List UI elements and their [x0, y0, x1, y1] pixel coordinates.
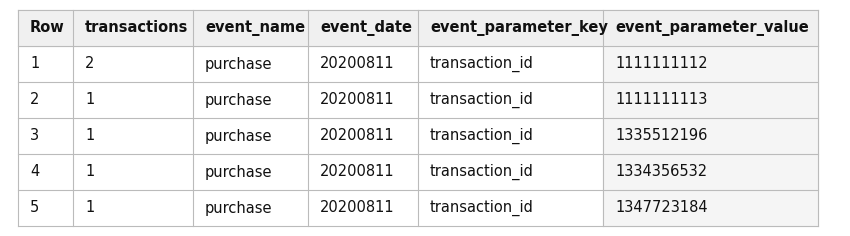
Text: purchase: purchase — [205, 56, 273, 72]
Text: event_parameter_value: event_parameter_value — [615, 20, 808, 36]
Text: transaction_id: transaction_id — [430, 128, 534, 144]
Text: transaction_id: transaction_id — [430, 56, 534, 72]
Text: event_date: event_date — [320, 20, 412, 36]
Text: transaction_id: transaction_id — [430, 164, 534, 180]
Text: transactions: transactions — [85, 21, 189, 35]
Text: 1: 1 — [85, 128, 94, 143]
Text: transaction_id: transaction_id — [430, 200, 534, 216]
Text: purchase: purchase — [205, 164, 273, 180]
Text: 20200811: 20200811 — [320, 128, 394, 143]
Text: Row: Row — [30, 21, 65, 35]
Text: 1334356532: 1334356532 — [615, 164, 707, 180]
Text: event_name: event_name — [205, 20, 305, 36]
Text: 20200811: 20200811 — [320, 201, 394, 215]
Text: event_parameter_key: event_parameter_key — [430, 20, 608, 36]
Text: 1335512196: 1335512196 — [615, 128, 707, 143]
Text: 3: 3 — [30, 128, 39, 143]
Text: 1111111112: 1111111112 — [615, 56, 707, 72]
Text: purchase: purchase — [205, 201, 273, 215]
Text: 1: 1 — [85, 201, 94, 215]
Text: 20200811: 20200811 — [320, 56, 394, 72]
Text: 5: 5 — [30, 201, 39, 215]
Text: 2: 2 — [85, 56, 94, 72]
Text: 1: 1 — [85, 93, 94, 108]
Text: 20200811: 20200811 — [320, 164, 394, 180]
Text: transaction_id: transaction_id — [430, 92, 534, 108]
Text: 1: 1 — [85, 164, 94, 180]
Text: purchase: purchase — [205, 128, 273, 143]
Text: 20200811: 20200811 — [320, 93, 394, 108]
Text: 1: 1 — [30, 56, 39, 72]
Text: 2: 2 — [30, 93, 39, 108]
Text: purchase: purchase — [205, 93, 273, 108]
Text: 4: 4 — [30, 164, 39, 180]
Text: 1347723184: 1347723184 — [615, 201, 707, 215]
Text: 1111111113: 1111111113 — [615, 93, 707, 108]
